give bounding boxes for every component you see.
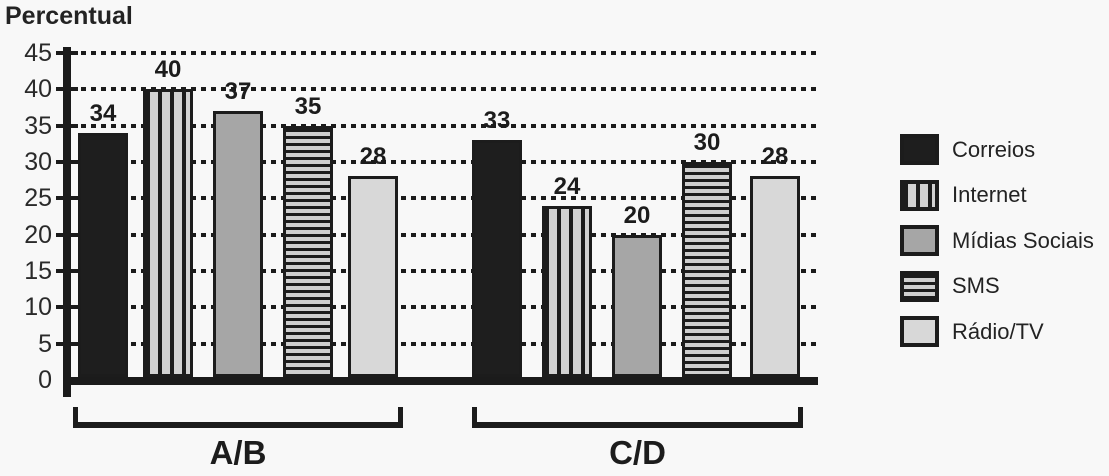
y-axis-tick-label: 0 — [38, 366, 52, 394]
bar-sms-2 — [682, 162, 732, 377]
legend-label: SMS — [952, 273, 1000, 298]
y-axis-tick-label: 25 — [24, 184, 52, 213]
gridline — [71, 196, 818, 201]
gridline — [71, 87, 818, 92]
bar-m-dias-sociais-1 — [213, 111, 263, 377]
legend: Correios Internet Mídias Sociais SMS Rádio/T… — [900, 134, 1105, 349]
legend-swatch-internet — [900, 179, 939, 211]
gridline — [71, 123, 818, 128]
y-axis-tick-label: 30 — [24, 147, 52, 176]
bar-value-label: 37 — [224, 78, 252, 105]
legend-label: Internet — [952, 182, 1027, 207]
bar-value-label: 20 — [623, 202, 651, 229]
legend-label: Rádio/TV — [952, 318, 1044, 344]
gridline — [71, 50, 818, 55]
bar-value-label: 28 — [359, 143, 387, 170]
bar-internet-2 — [542, 206, 592, 377]
legend-swatch-r-dio-tv — [900, 316, 939, 347]
bar-value-label: 34 — [89, 100, 117, 127]
x-axis-line — [63, 377, 818, 385]
bar-correios-2 — [472, 140, 522, 377]
group-bracket — [73, 407, 403, 428]
bar-sms-1 — [283, 126, 333, 377]
gridline — [71, 232, 818, 237]
bar-m-dias-sociais-2 — [612, 235, 662, 377]
bar-internet-1 — [143, 89, 193, 377]
legend-item: Correios — [900, 134, 1035, 165]
y-axis-line — [63, 47, 71, 397]
gridline — [71, 305, 818, 310]
y-axis-tick-label: 5 — [38, 329, 52, 358]
legend-swatch-m-dias-sociais — [900, 225, 939, 256]
y-axis-tick-label: 35 — [24, 111, 52, 140]
gridline — [71, 159, 818, 164]
gridline — [71, 268, 818, 273]
y-axis-tick-label: 40 — [24, 75, 52, 104]
bar-value-label: 30 — [693, 129, 721, 156]
legend-swatch-correios — [900, 134, 939, 165]
legend-label: Correios — [952, 136, 1036, 162]
bar-value-label: 33 — [483, 107, 511, 134]
legend-item: Rádio/TV — [900, 316, 1044, 347]
bar-r-dio-tv-2 — [750, 176, 800, 377]
bar-value-label: 24 — [553, 173, 581, 200]
group-label-c-d: C/D — [609, 434, 666, 471]
legend-item: Mídias Sociais — [900, 225, 1094, 256]
legend-item: Internet — [900, 179, 1027, 211]
legend-swatch-sms — [900, 270, 939, 302]
y-axis-tick-label: 15 — [24, 256, 52, 285]
y-axis-tick-label: 10 — [24, 293, 52, 322]
bar-value-label: 35 — [294, 93, 322, 120]
y-axis-tick-label: 20 — [24, 220, 52, 249]
group-label-a-b: A/B — [209, 434, 267, 471]
gridline — [71, 341, 818, 346]
bar-correios-1 — [78, 133, 128, 377]
bar-value-label: 28 — [761, 143, 789, 170]
bar-value-label: 40 — [154, 56, 182, 83]
legend-item: SMS — [900, 270, 1000, 302]
y-axis-tick-label: 45 — [24, 38, 52, 67]
group-bracket — [472, 407, 803, 428]
chart-title: Percentual — [5, 2, 133, 30]
bar-r-dio-tv-1 — [348, 176, 398, 377]
legend-label: Mídias Sociais — [952, 227, 1094, 253]
